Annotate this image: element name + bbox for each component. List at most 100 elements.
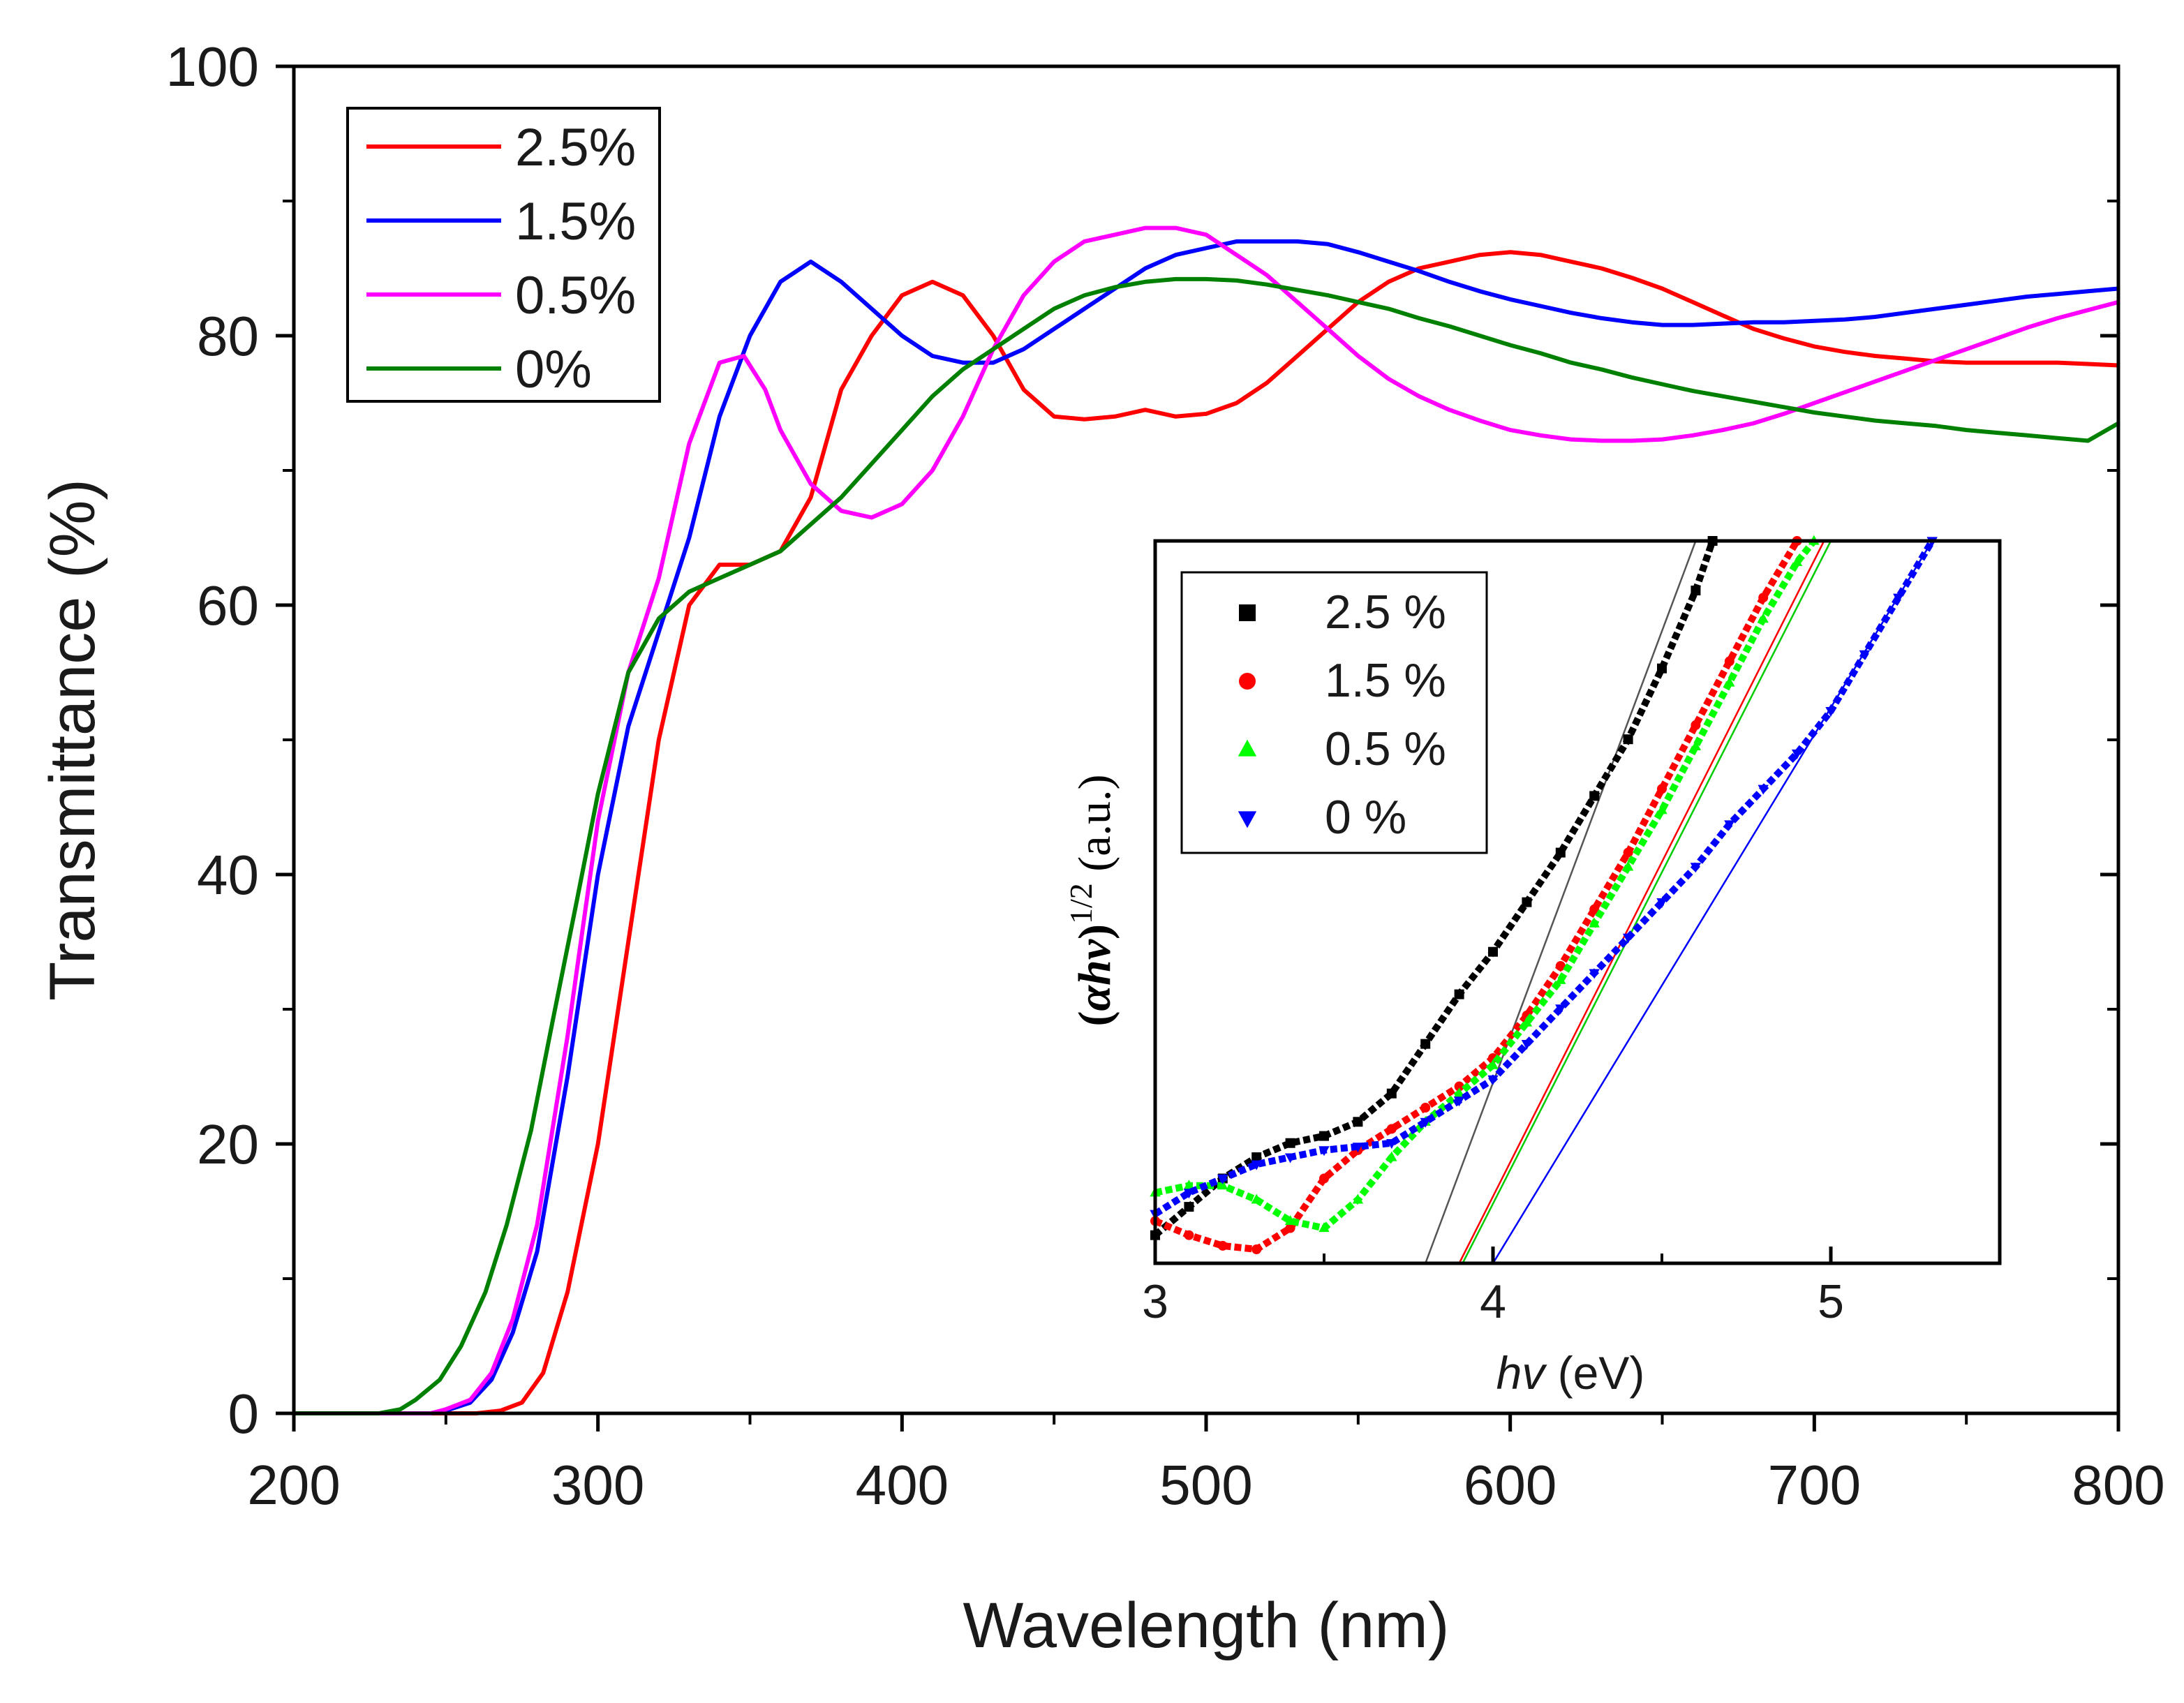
x-tick-label-500: 500 [1159,1454,1252,1516]
inset-y-title-unit: (a.u.) [1069,774,1120,883]
inset-point-1-5 [1589,904,1600,914]
inset-plot-frame [1153,539,2002,1265]
inset-legend-marker-1-5 [1239,673,1256,690]
y-tick-label-0: 0 [228,1383,260,1445]
inset-point-0-5 [1791,556,1803,567]
inset-fit-line-0 [1425,540,1697,1264]
inset-point-2-5 [1522,897,1532,907]
inset-point-0-5 [1217,1180,1228,1190]
inset-point-0-5 [1521,1016,1533,1027]
x-tick-label-300: 300 [551,1454,644,1516]
inset-point-0 [1284,1153,1296,1163]
inset-legend-box [1180,571,1488,854]
inset-point-0-5 [1386,1151,1397,1161]
inset-legend-markers [1238,604,1257,828]
inset-point-2-5 [1285,1138,1295,1148]
x-axis-title: Wavelength (nm) [963,1590,1449,1661]
inset-point-1-5 [1724,656,1734,667]
inset-x-axis-title: hv (eV) [1496,1347,1645,1399]
inset-series-line-0 [1153,539,1936,1217]
inset-ticks: 3 4 5 [1142,1247,1844,1328]
inset-point-2-5 [1353,1117,1363,1127]
inset-point-1-5 [1623,847,1633,858]
inset-point-2-5 [1589,791,1600,801]
inset-y-axis-title: (αhv)1/2 (a.u.) [1063,774,1120,1026]
legend-label-0-5: 0.5% [515,266,636,325]
inset-x-tick-label-4: 4 [1480,1275,1506,1328]
inset-point-1-5 [1555,961,1566,971]
inset-legend-label-0: 0 % [1325,791,1406,844]
inset-point-0-5 [1724,676,1735,687]
legend-label-2-5: 2.5% [515,118,636,177]
inset-point-2-5 [1555,847,1566,858]
inset-point-1-5 [1251,1244,1262,1254]
inset-point-0 [1690,863,1702,873]
y-tick-label-20: 20 [197,1113,259,1175]
main-ticks: 200 300 400 500 600 700 800 0 20 40 60 80 100 [166,36,2165,1516]
inset-point-0 [1622,933,1634,944]
inset-point-0 [1521,1040,1533,1050]
inset-point-0 [1656,898,1667,909]
inset-x-axis-title-hv: hv [1496,1347,1548,1399]
inset-legend-marker-0 [1238,811,1257,828]
inset-point-0 [1589,969,1600,979]
inset-series-line-2-5 [1152,540,1716,1238]
inset-x-tick-label-3: 3 [1142,1275,1168,1328]
inset-point-0 [1555,1004,1566,1015]
main-legend: 2.5% 1.5% 0.5% 0% [346,107,661,403]
inset-point-0 [1791,749,1803,759]
inset-point-2-5 [1623,734,1633,745]
x-tick-label-800: 800 [2072,1454,2164,1516]
y-tick-label-80: 80 [197,305,259,367]
inset-point-2-5 [1488,946,1498,957]
inset-point-2-5 [1319,1131,1329,1141]
inset-y-title-open: ( [1069,1011,1120,1027]
inset-point-2-5 [1691,586,1701,596]
inset-point-0 [1758,784,1769,795]
inset-legend-marker-0-5 [1238,739,1257,757]
x-tick-label-600: 600 [1464,1454,1557,1516]
inset-x-axis-title-unit: (eV) [1545,1347,1644,1399]
inset-point-2-5 [1420,1039,1431,1049]
inset-point-0-5 [1487,1059,1499,1069]
series-line-2-5 [294,250,2119,1415]
inset-point-0 [1251,1160,1262,1170]
y-tick-label-60: 60 [197,574,259,637]
x-tick-label-200: 200 [247,1454,340,1516]
inset-point-0 [1453,1096,1465,1107]
inset-point-0 [1487,1075,1499,1085]
main-legend-box [346,107,661,403]
inset-point-0-5 [1284,1215,1296,1225]
inset-point-0-5 [1758,613,1769,623]
inset-point-2-5 [1184,1202,1194,1212]
inset-point-0 [1859,650,1871,660]
inset-y-title-hv: hv [1069,939,1120,986]
inset-y-title-close: ) [1069,924,1120,939]
inset-legend-label-2-5: 2.5 % [1325,586,1446,639]
legend-label-1-5: 1.5% [515,192,636,251]
inset-fit-line-1 [1458,540,1825,1264]
inset-point-0 [1352,1143,1364,1153]
inset-point-1-5 [1420,1103,1431,1113]
inset-point-0 [1318,1146,1330,1157]
inset-point-1-5 [1386,1124,1397,1134]
inset-point-1-5 [1758,593,1769,603]
y-tick-label-100: 100 [166,36,259,98]
inset-point-0-5 [1656,804,1667,815]
inset-point-0 [1724,820,1735,831]
inset-legend-label-0-5: 0.5 % [1325,722,1446,775]
inset-point-0 [1217,1174,1228,1184]
inset-point-2-5 [1386,1088,1397,1099]
inset-point-0-5 [1318,1222,1330,1233]
inset-point-0-5 [1622,861,1634,871]
main-series-group [294,225,2120,1415]
inset-y-title-alpha: α [1069,985,1120,1011]
x-tick-label-700: 700 [1768,1454,1861,1516]
inset-series-line-1-5 [1154,539,1800,1253]
inset-point-0-5 [1555,974,1566,984]
inset-point-0 [1825,707,1836,717]
inset-point-2-5 [1454,989,1464,999]
y-axis-title: Transmittance (%) [37,479,108,1001]
inset-legend: 2.5 % 1.5 % 0.5 % 0 % [1180,571,1488,854]
inset-point-0-5 [1352,1193,1364,1204]
